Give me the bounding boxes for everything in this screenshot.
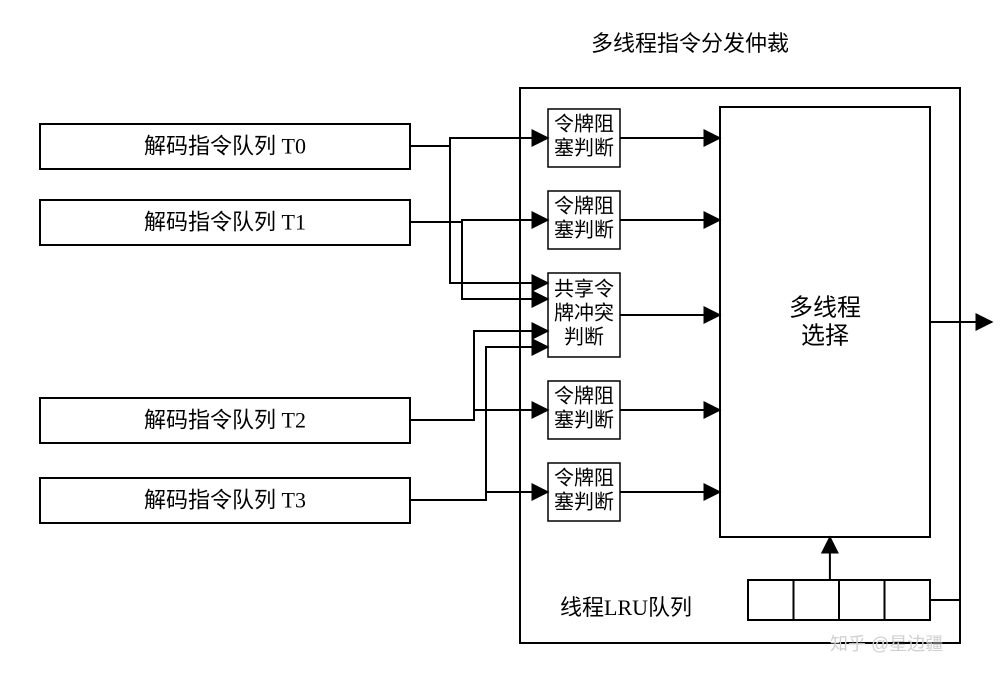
edge-t1-judge [410,220,548,222]
lru-label: 线程LRU队列 [560,595,692,620]
diagram-title: 多线程指令分发仲裁 [591,31,789,56]
watermark: 知乎 @星边疆 [830,634,943,654]
judge-label-j1-1: 塞判断 [554,219,614,242]
judge-label-j2-0: 令牌阻 [554,385,614,408]
edge-t3-judge [410,492,548,500]
edge-t3-share [486,347,548,492]
edge-t0-judge [410,138,548,146]
judge-label-j0-1: 塞判断 [554,137,614,160]
judge-label-j3-1: 塞判断 [554,491,614,514]
selector-label-1: 多线程 [789,295,861,322]
queue-label-q1: 解码指令队列 T1 [144,210,306,235]
queue-label-q0: 解码指令队列 T0 [144,134,306,159]
judge-label-j3-0: 令牌阻 [554,467,614,490]
judge-label-jS-1: 牌冲突 [554,302,614,325]
edge-t1-share [462,220,548,299]
selector-label-2: 选择 [801,323,849,350]
queue-label-q2: 解码指令队列 T2 [144,408,306,433]
judge-label-jS-0: 共享令 [554,278,614,301]
judge-label-j1-0: 令牌阻 [554,195,614,218]
edge-t0-share [450,138,548,283]
edge-feedback-down [930,322,960,600]
judge-label-j0-0: 令牌阻 [554,113,614,136]
edge-t2-judge [410,410,548,420]
selector-box [720,107,930,537]
judge-label-jS-2: 判断 [564,326,604,349]
queue-label-q3: 解码指令队列 T3 [144,488,306,513]
judge-label-j2-1: 塞判断 [554,409,614,432]
